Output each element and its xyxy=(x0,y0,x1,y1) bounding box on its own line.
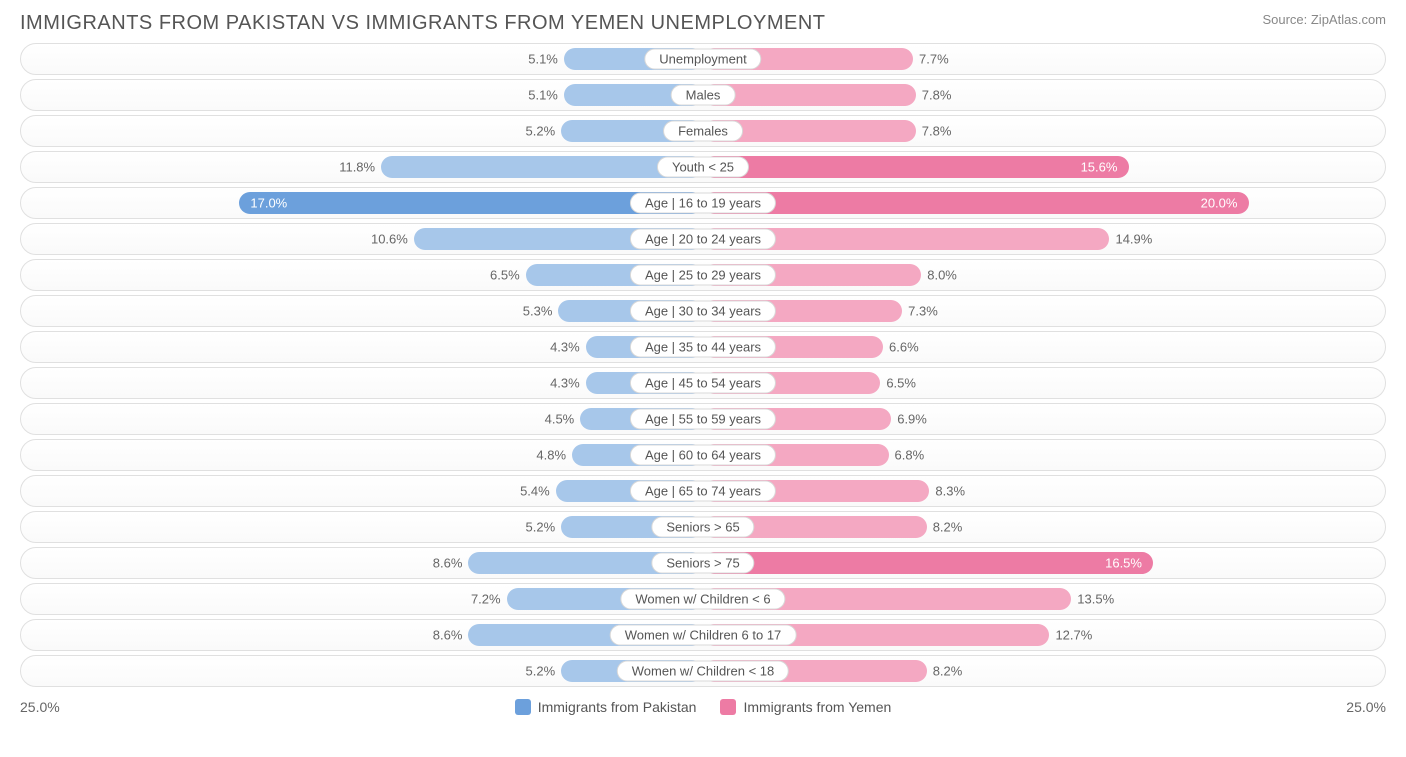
chart-header: IMMIGRANTS FROM PAKISTAN VS IMMIGRANTS F… xyxy=(0,0,1406,43)
category-label: Unemployment xyxy=(644,49,761,70)
category-label: Males xyxy=(671,85,736,106)
value-right: 8.2% xyxy=(933,664,963,679)
chart-row: 8.6% 12.7% Women w/ Children 6 to 17 xyxy=(20,619,1386,651)
category-label: Age | 55 to 59 years xyxy=(630,409,776,430)
legend: Immigrants from Pakistan Immigrants from … xyxy=(515,699,892,715)
value-right: 13.5% xyxy=(1077,592,1114,607)
value-left: 8.6% xyxy=(433,556,463,571)
chart-row: 5.3% 7.3% Age | 30 to 34 years xyxy=(20,295,1386,327)
category-label: Women w/ Children < 18 xyxy=(617,661,789,682)
chart-row: 11.8% 15.6% Youth < 25 xyxy=(20,151,1386,183)
chart-row: 5.2% 8.2% Seniors > 65 xyxy=(20,511,1386,543)
value-left: 8.6% xyxy=(433,628,463,643)
chart-row: 4.3% 6.6% Age | 35 to 44 years xyxy=(20,331,1386,363)
value-right: 6.5% xyxy=(886,376,916,391)
category-label: Seniors > 65 xyxy=(651,517,754,538)
value-right: 6.9% xyxy=(897,412,927,427)
axis-max-left: 25.0% xyxy=(20,699,60,715)
value-right: 20.0% xyxy=(1201,196,1238,211)
category-label: Age | 60 to 64 years xyxy=(630,445,776,466)
bar-right xyxy=(703,192,1249,214)
category-label: Women w/ Children 6 to 17 xyxy=(610,625,797,646)
value-left: 5.4% xyxy=(520,484,550,499)
chart-row: 4.8% 6.8% Age | 60 to 64 years xyxy=(20,439,1386,471)
chart-row: 6.5% 8.0% Age | 25 to 29 years xyxy=(20,259,1386,291)
bar-left xyxy=(381,156,703,178)
value-right: 8.2% xyxy=(933,520,963,535)
value-right: 7.8% xyxy=(922,124,952,139)
value-left: 5.3% xyxy=(523,304,553,319)
value-right: 7.7% xyxy=(919,52,949,67)
chart-title: IMMIGRANTS FROM PAKISTAN VS IMMIGRANTS F… xyxy=(20,12,826,35)
value-right: 16.5% xyxy=(1105,556,1142,571)
chart-row: 17.0% 20.0% Age | 16 to 19 years xyxy=(20,187,1386,219)
value-left: 6.5% xyxy=(490,268,520,283)
category-label: Youth < 25 xyxy=(657,157,749,178)
chart-row: 8.6% 16.5% Seniors > 75 xyxy=(20,547,1386,579)
value-left: 5.2% xyxy=(526,520,556,535)
category-label: Seniors > 75 xyxy=(651,553,754,574)
value-left: 5.2% xyxy=(526,124,556,139)
legend-label: Immigrants from Yemen xyxy=(743,699,891,715)
value-right: 12.7% xyxy=(1055,628,1092,643)
value-left: 4.3% xyxy=(550,340,580,355)
chart-area: 5.1% 7.7% Unemployment 5.1% 7.8% Males 5.2% 7.8… xyxy=(0,43,1406,687)
value-left: 5.1% xyxy=(528,52,558,67)
chart-row: 5.2% 8.2% Women w/ Children < 18 xyxy=(20,655,1386,687)
value-left: 7.2% xyxy=(471,592,501,607)
chart-row: 5.1% 7.7% Unemployment xyxy=(20,43,1386,75)
value-left: 4.8% xyxy=(536,448,566,463)
category-label: Age | 25 to 29 years xyxy=(630,265,776,286)
value-left: 4.5% xyxy=(545,412,575,427)
value-left: 17.0% xyxy=(250,196,287,211)
legend-item: Immigrants from Yemen xyxy=(720,699,891,715)
value-left: 5.2% xyxy=(526,664,556,679)
category-label: Age | 45 to 54 years xyxy=(630,373,776,394)
bar-right xyxy=(703,552,1153,574)
chart-row: 5.4% 8.3% Age | 65 to 74 years xyxy=(20,475,1386,507)
legend-swatch xyxy=(515,699,531,715)
value-left: 11.8% xyxy=(339,160,375,175)
chart-footer: 25.0% Immigrants from PakistanImmigrants… xyxy=(0,691,1406,715)
category-label: Women w/ Children < 6 xyxy=(620,589,785,610)
axis-max-right: 25.0% xyxy=(1346,699,1386,715)
category-label: Age | 65 to 74 years xyxy=(630,481,776,502)
chart-row: 7.2% 13.5% Women w/ Children < 6 xyxy=(20,583,1386,615)
value-right: 15.6% xyxy=(1081,160,1118,175)
value-left: 5.1% xyxy=(528,88,558,103)
chart-row: 10.6% 14.9% Age | 20 to 24 years xyxy=(20,223,1386,255)
value-right: 7.3% xyxy=(908,304,938,319)
value-right: 14.9% xyxy=(1115,232,1152,247)
chart-row: 4.5% 6.9% Age | 55 to 59 years xyxy=(20,403,1386,435)
category-label: Females xyxy=(663,121,743,142)
value-left: 10.6% xyxy=(371,232,408,247)
value-right: 7.8% xyxy=(922,88,952,103)
chart-source: Source: ZipAtlas.com xyxy=(1262,12,1386,27)
category-label: Age | 20 to 24 years xyxy=(630,229,776,250)
chart-row: 4.3% 6.5% Age | 45 to 54 years xyxy=(20,367,1386,399)
value-right: 6.6% xyxy=(889,340,919,355)
legend-item: Immigrants from Pakistan xyxy=(515,699,697,715)
legend-swatch xyxy=(720,699,736,715)
category-label: Age | 16 to 19 years xyxy=(630,193,776,214)
chart-row: 5.1% 7.8% Males xyxy=(20,79,1386,111)
value-left: 4.3% xyxy=(550,376,580,391)
chart-row: 5.2% 7.8% Females xyxy=(20,115,1386,147)
bar-right xyxy=(703,156,1129,178)
category-label: Age | 30 to 34 years xyxy=(630,301,776,322)
category-label: Age | 35 to 44 years xyxy=(630,337,776,358)
legend-label: Immigrants from Pakistan xyxy=(538,699,697,715)
value-right: 8.0% xyxy=(927,268,957,283)
value-right: 8.3% xyxy=(935,484,965,499)
value-right: 6.8% xyxy=(895,448,925,463)
